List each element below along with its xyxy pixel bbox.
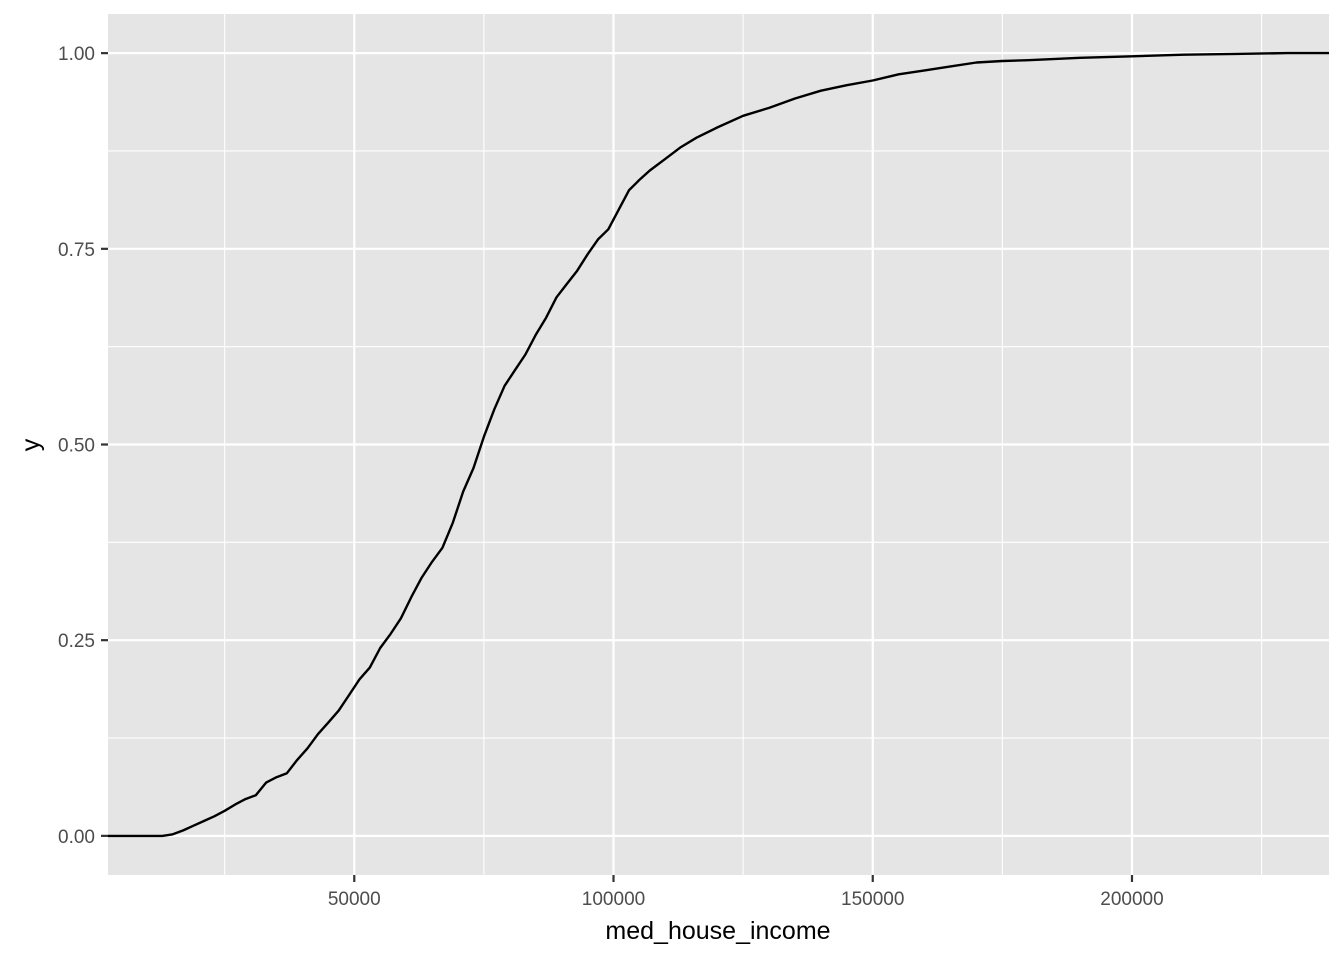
y-tick-label: 0.75 xyxy=(58,240,95,261)
y-tick-label: 0.00 xyxy=(58,827,95,848)
ecdf-line xyxy=(108,51,1329,838)
x-tick-label: 50000 xyxy=(328,889,381,910)
y-axis-title: y xyxy=(17,438,45,451)
x-tick-label: 150000 xyxy=(841,889,904,910)
major-gridlines xyxy=(108,14,1329,875)
y-axis-ticks: 0.00 0.25 0.50 0.75 1.00 xyxy=(58,44,108,848)
y-tick-label: 0.50 xyxy=(58,436,95,457)
x-axis-ticks: 50000 100000 150000 200000 xyxy=(328,875,1164,910)
x-axis-title: med_house_income xyxy=(605,917,830,945)
y-tick-label: 1.00 xyxy=(58,44,95,65)
y-tick-label: 0.25 xyxy=(58,631,95,652)
x-tick-label: 100000 xyxy=(582,889,645,910)
x-tick-label: 200000 xyxy=(1100,889,1163,910)
